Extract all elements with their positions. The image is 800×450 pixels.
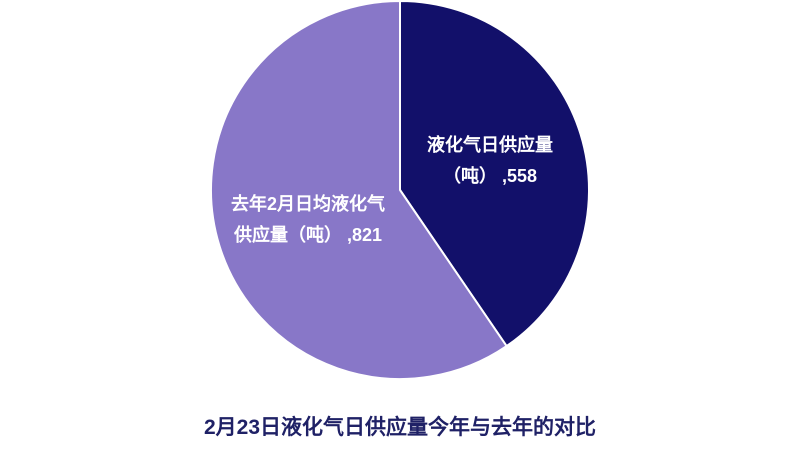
slice-last-year-feb-average	[210, 0, 508, 380]
data-label-line2: （吨） ,558	[442, 166, 538, 186]
chart-title: 2月23日液化气日供应量今年与去年的对比	[203, 416, 597, 439]
slice-current-daily-supply	[399, 0, 591, 348]
data-label-last-year-average: 去年2月日均液化气 供应量（吨） ,821	[231, 189, 385, 251]
data-label-line1: 液化气日供应量	[427, 135, 553, 155]
data-label-current-daily-supply: 液化气日供应量 （吨） ,558	[427, 130, 553, 192]
data-label-line2: 供应量（吨） ,821	[233, 225, 383, 245]
data-label-line1: 去年2月日均液化气	[230, 194, 386, 214]
